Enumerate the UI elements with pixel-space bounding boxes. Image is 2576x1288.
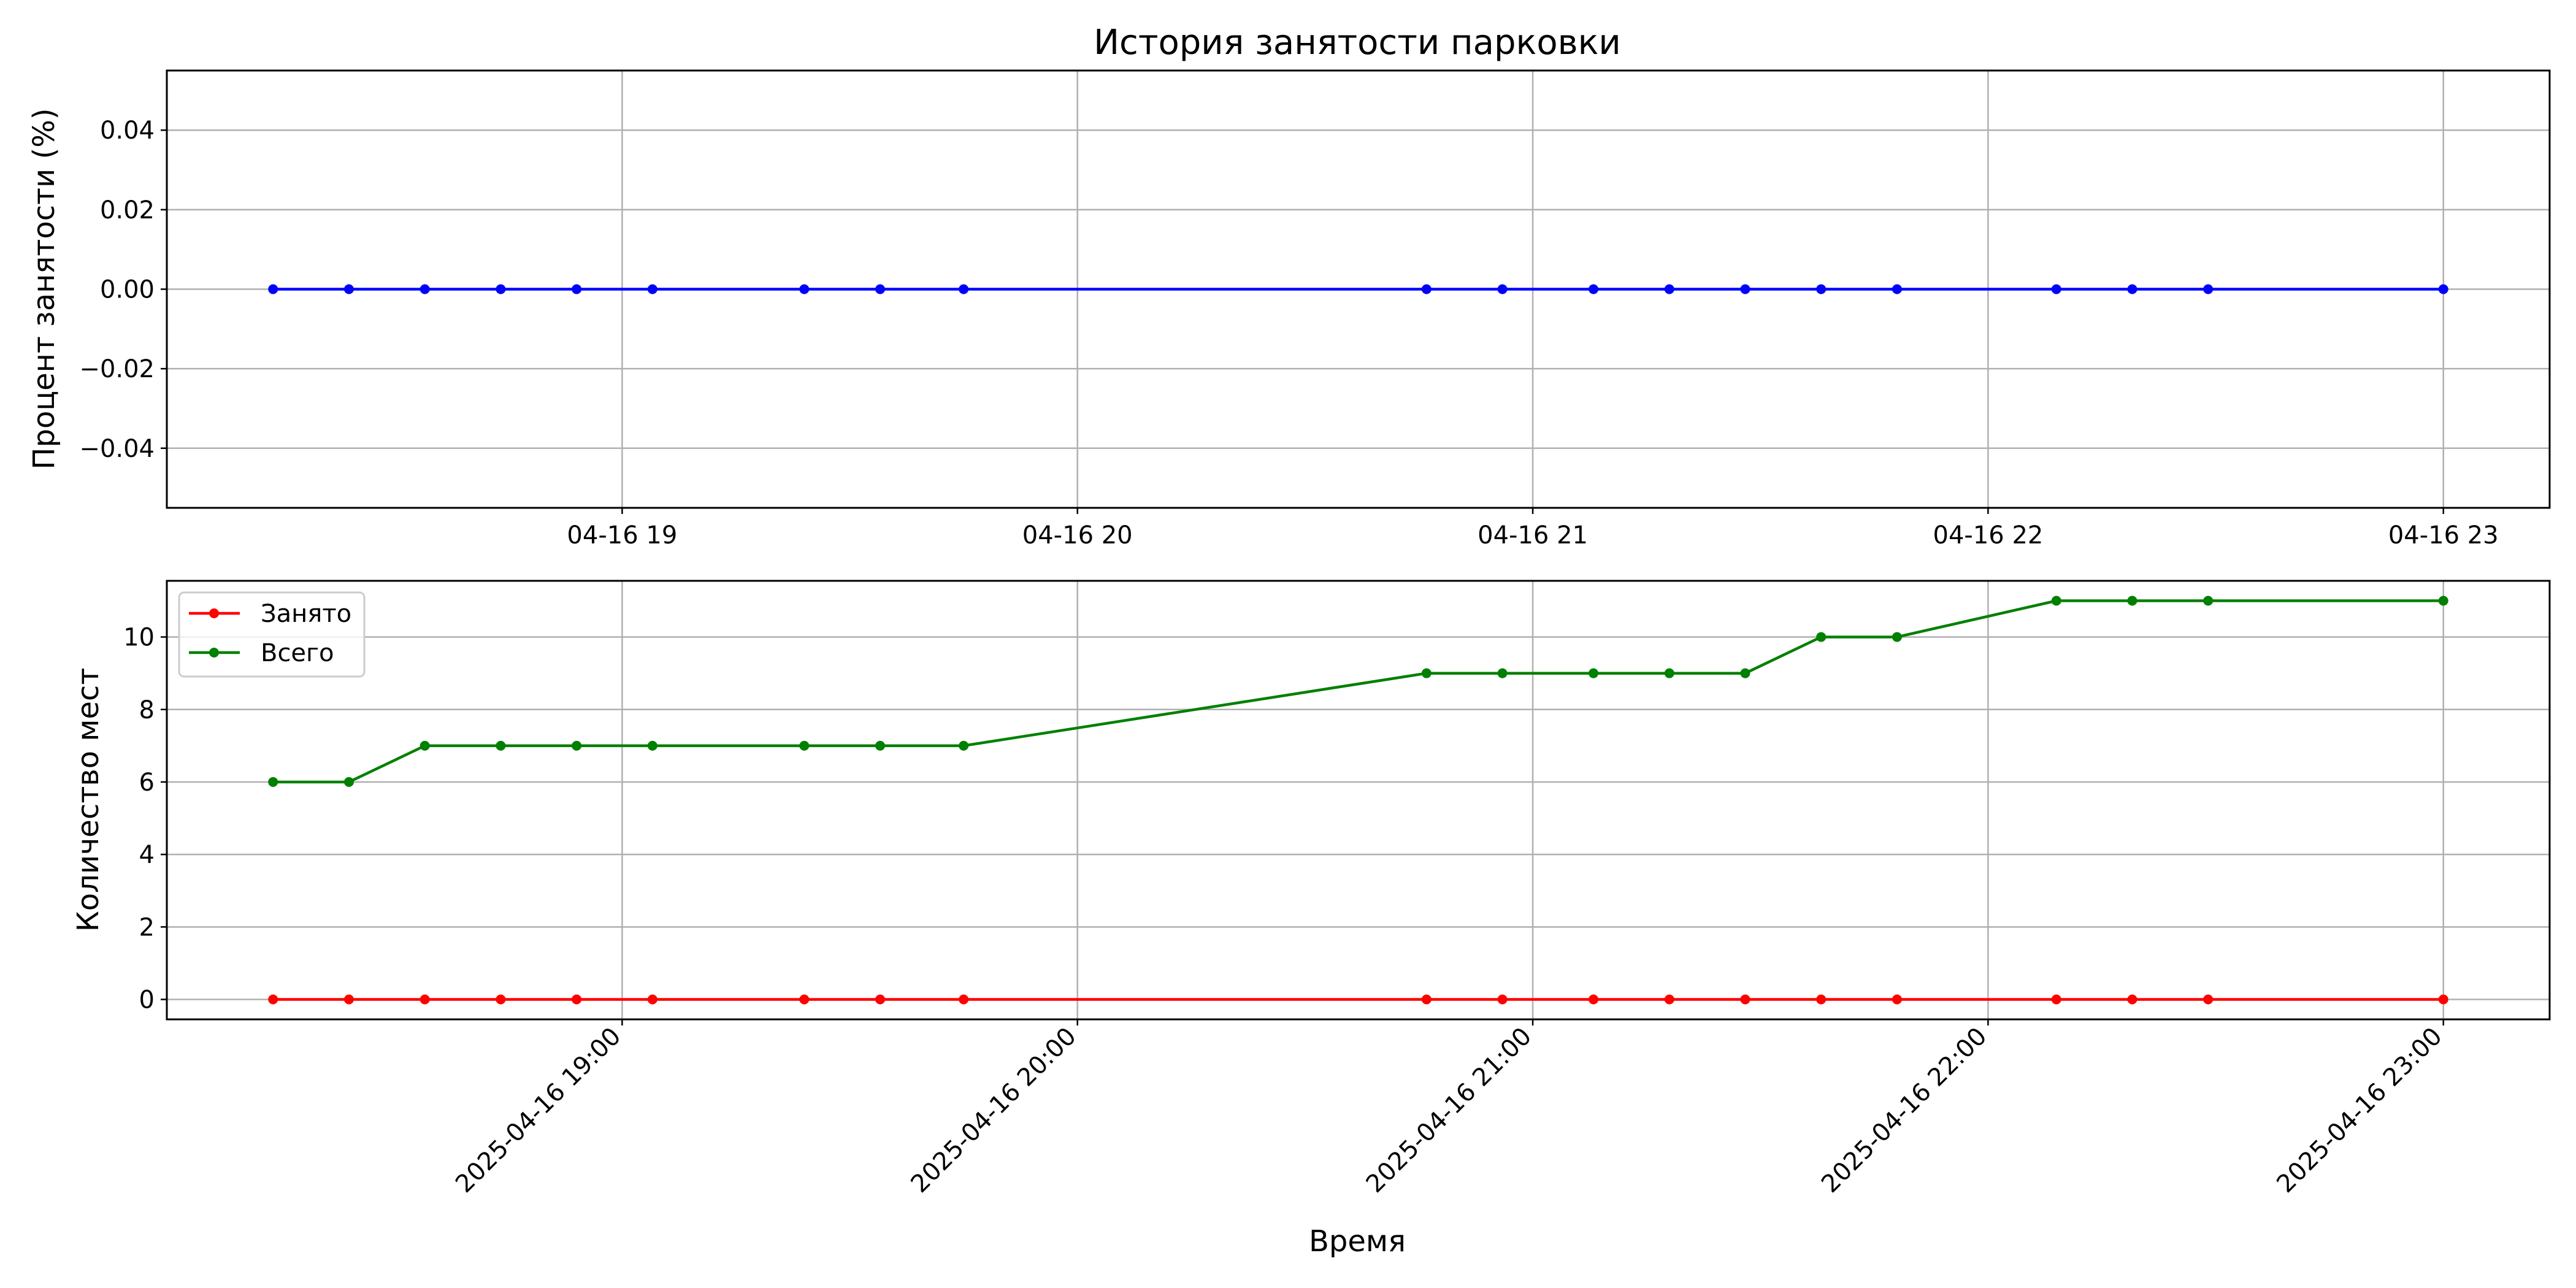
bottom-series-Занято-point <box>1497 994 1508 1005</box>
bottom-y-tick-label: 2 <box>139 913 155 941</box>
bottom-series-Занято-point <box>799 994 810 1005</box>
top-series-0-point <box>420 284 430 294</box>
bottom-series-Занято-point <box>1816 994 1827 1005</box>
bottom-x-axis-label: Время <box>1309 1224 1406 1259</box>
bottom-series-Занято-point <box>572 994 582 1005</box>
top-y-tick-label: 0.04 <box>100 117 155 145</box>
bottom-series-Занято-point <box>2051 994 2061 1005</box>
bottom-series-Занято-point <box>2127 994 2137 1005</box>
top-series-0-point <box>572 284 582 294</box>
bottom-series <box>268 596 2448 1005</box>
top-series-0-point <box>1497 284 1508 294</box>
bottom-series-Занято-point <box>1892 994 1902 1005</box>
top-x-tick-label: 04-16 22 <box>1933 521 2044 550</box>
legend-marker-occupied <box>209 608 219 618</box>
bottom-series-Всего-point <box>959 740 969 751</box>
bottom-series-Занято-point <box>1664 994 1674 1005</box>
top-x-tick-label: 04-16 20 <box>1022 521 1133 550</box>
bottom-y-tick-label: 6 <box>139 769 155 797</box>
bottom-y-tick-label: 4 <box>139 841 155 869</box>
bottom-series-Всего-point <box>2127 596 2137 606</box>
bottom-y-tick-label: 10 <box>123 624 155 652</box>
bottom-series-Всего-point <box>268 776 278 787</box>
top-series-0-point <box>2438 284 2448 294</box>
bottom-series-Занято-point <box>2438 994 2448 1005</box>
top-series-0-point <box>268 284 278 294</box>
top-x-tick-label: 04-16 21 <box>1478 521 1588 550</box>
bottom-series-Всего-point <box>1816 632 1827 642</box>
top-y-tick-label: 0.00 <box>100 276 155 304</box>
top-series-0-point <box>496 284 506 294</box>
bottom-series-Занято-point <box>1740 994 1750 1005</box>
top-y-ticks: −0.04 −0.02 0.00 0.02 0.04 <box>79 117 167 463</box>
bottom-series-Занято-point <box>420 994 430 1005</box>
bottom-y-tick-label: 8 <box>139 696 155 724</box>
top-series-0-point <box>1589 284 1599 294</box>
bottom-y-tick-label: 0 <box>139 986 155 1014</box>
bottom-series-Всего-point <box>420 740 430 751</box>
bottom-series-Всего-point <box>1740 668 1750 678</box>
bottom-series-Занято-point <box>1589 994 1599 1005</box>
bottom-series-Всего-point <box>2051 596 2061 606</box>
bottom-series-Всего-point <box>1892 632 1902 642</box>
bottom-series-Занято-point <box>268 994 278 1005</box>
bottom-series-Всего-point <box>1421 668 1432 678</box>
bottom-series-Всего-point <box>1664 668 1674 678</box>
bottom-series-Всего-point <box>1497 668 1508 678</box>
top-series-0-point <box>2203 284 2214 294</box>
legend-label-occupied: Занято <box>261 600 351 628</box>
bottom-series-Всего-point <box>496 740 506 751</box>
bottom-series-Всего-point <box>343 776 354 787</box>
top-series-0-point <box>1816 284 1827 294</box>
bottom-series-Занято-point <box>647 994 657 1005</box>
bottom-series-Занято-point <box>2203 994 2214 1005</box>
top-series-0-point <box>1892 284 1902 294</box>
bottom-series-Всего-line <box>273 599 2444 784</box>
bottom-series-Всего-point <box>572 740 582 751</box>
top-y-tick-label: −0.04 <box>79 435 155 463</box>
top-series-0-point <box>1740 284 1750 294</box>
figure-title: История занятости парковки <box>1094 23 1621 63</box>
top-series-0-point <box>647 284 657 294</box>
top-series-0-point <box>1421 284 1432 294</box>
top-series-0-point <box>2051 284 2061 294</box>
top-series <box>268 284 2448 294</box>
top-series-0-point <box>875 284 886 294</box>
bottom-series-Занято-point <box>496 994 506 1005</box>
top-series-0-point <box>343 284 354 294</box>
bottom-series-Занято-point <box>343 994 354 1005</box>
bottom-series-Всего-point <box>1589 668 1599 678</box>
top-series-0-point <box>1664 284 1674 294</box>
top-series-0-point <box>799 284 810 294</box>
bottom-series-Всего-point <box>875 740 886 751</box>
bottom-series-Всего-point <box>2203 596 2214 606</box>
bottom-y-axis-label: Количество мест <box>71 668 105 932</box>
legend: Занято Всего <box>178 591 366 678</box>
top-y-tick-label: 0.02 <box>100 196 155 224</box>
bottom-series-Всего-point <box>647 740 657 751</box>
top-x-tick-label: 04-16 19 <box>567 521 677 550</box>
top-y-tick-label: −0.02 <box>79 355 155 383</box>
legend-label-total: Всего <box>261 639 334 667</box>
top-series-0-point <box>959 284 969 294</box>
bottom-series-Занято-point <box>1421 994 1432 1005</box>
bottom-series-Занято-point <box>959 994 969 1005</box>
bottom-series-Всего-point <box>2438 596 2448 606</box>
bottom-series-Всего-point <box>799 740 810 751</box>
top-x-ticks: 04-16 19 04-16 20 04-16 21 04-16 22 04-16 23 <box>567 508 2499 550</box>
bottom-series-Занято-point <box>875 994 886 1005</box>
top-series-0-point <box>2127 284 2137 294</box>
legend-marker-total <box>209 648 219 657</box>
top-y-axis-label: Процент занятости (%) <box>27 108 61 469</box>
bottom-axes-frame <box>166 580 2551 1021</box>
top-x-tick-label: 04-16 23 <box>2388 521 2499 550</box>
bottom-y-ticks: 0 2 4 6 8 10 <box>123 624 167 1014</box>
occupancy-percent-panel: −0.04−0.020.000.020.04 04-16 19 04-16 20 0… <box>27 69 2551 550</box>
